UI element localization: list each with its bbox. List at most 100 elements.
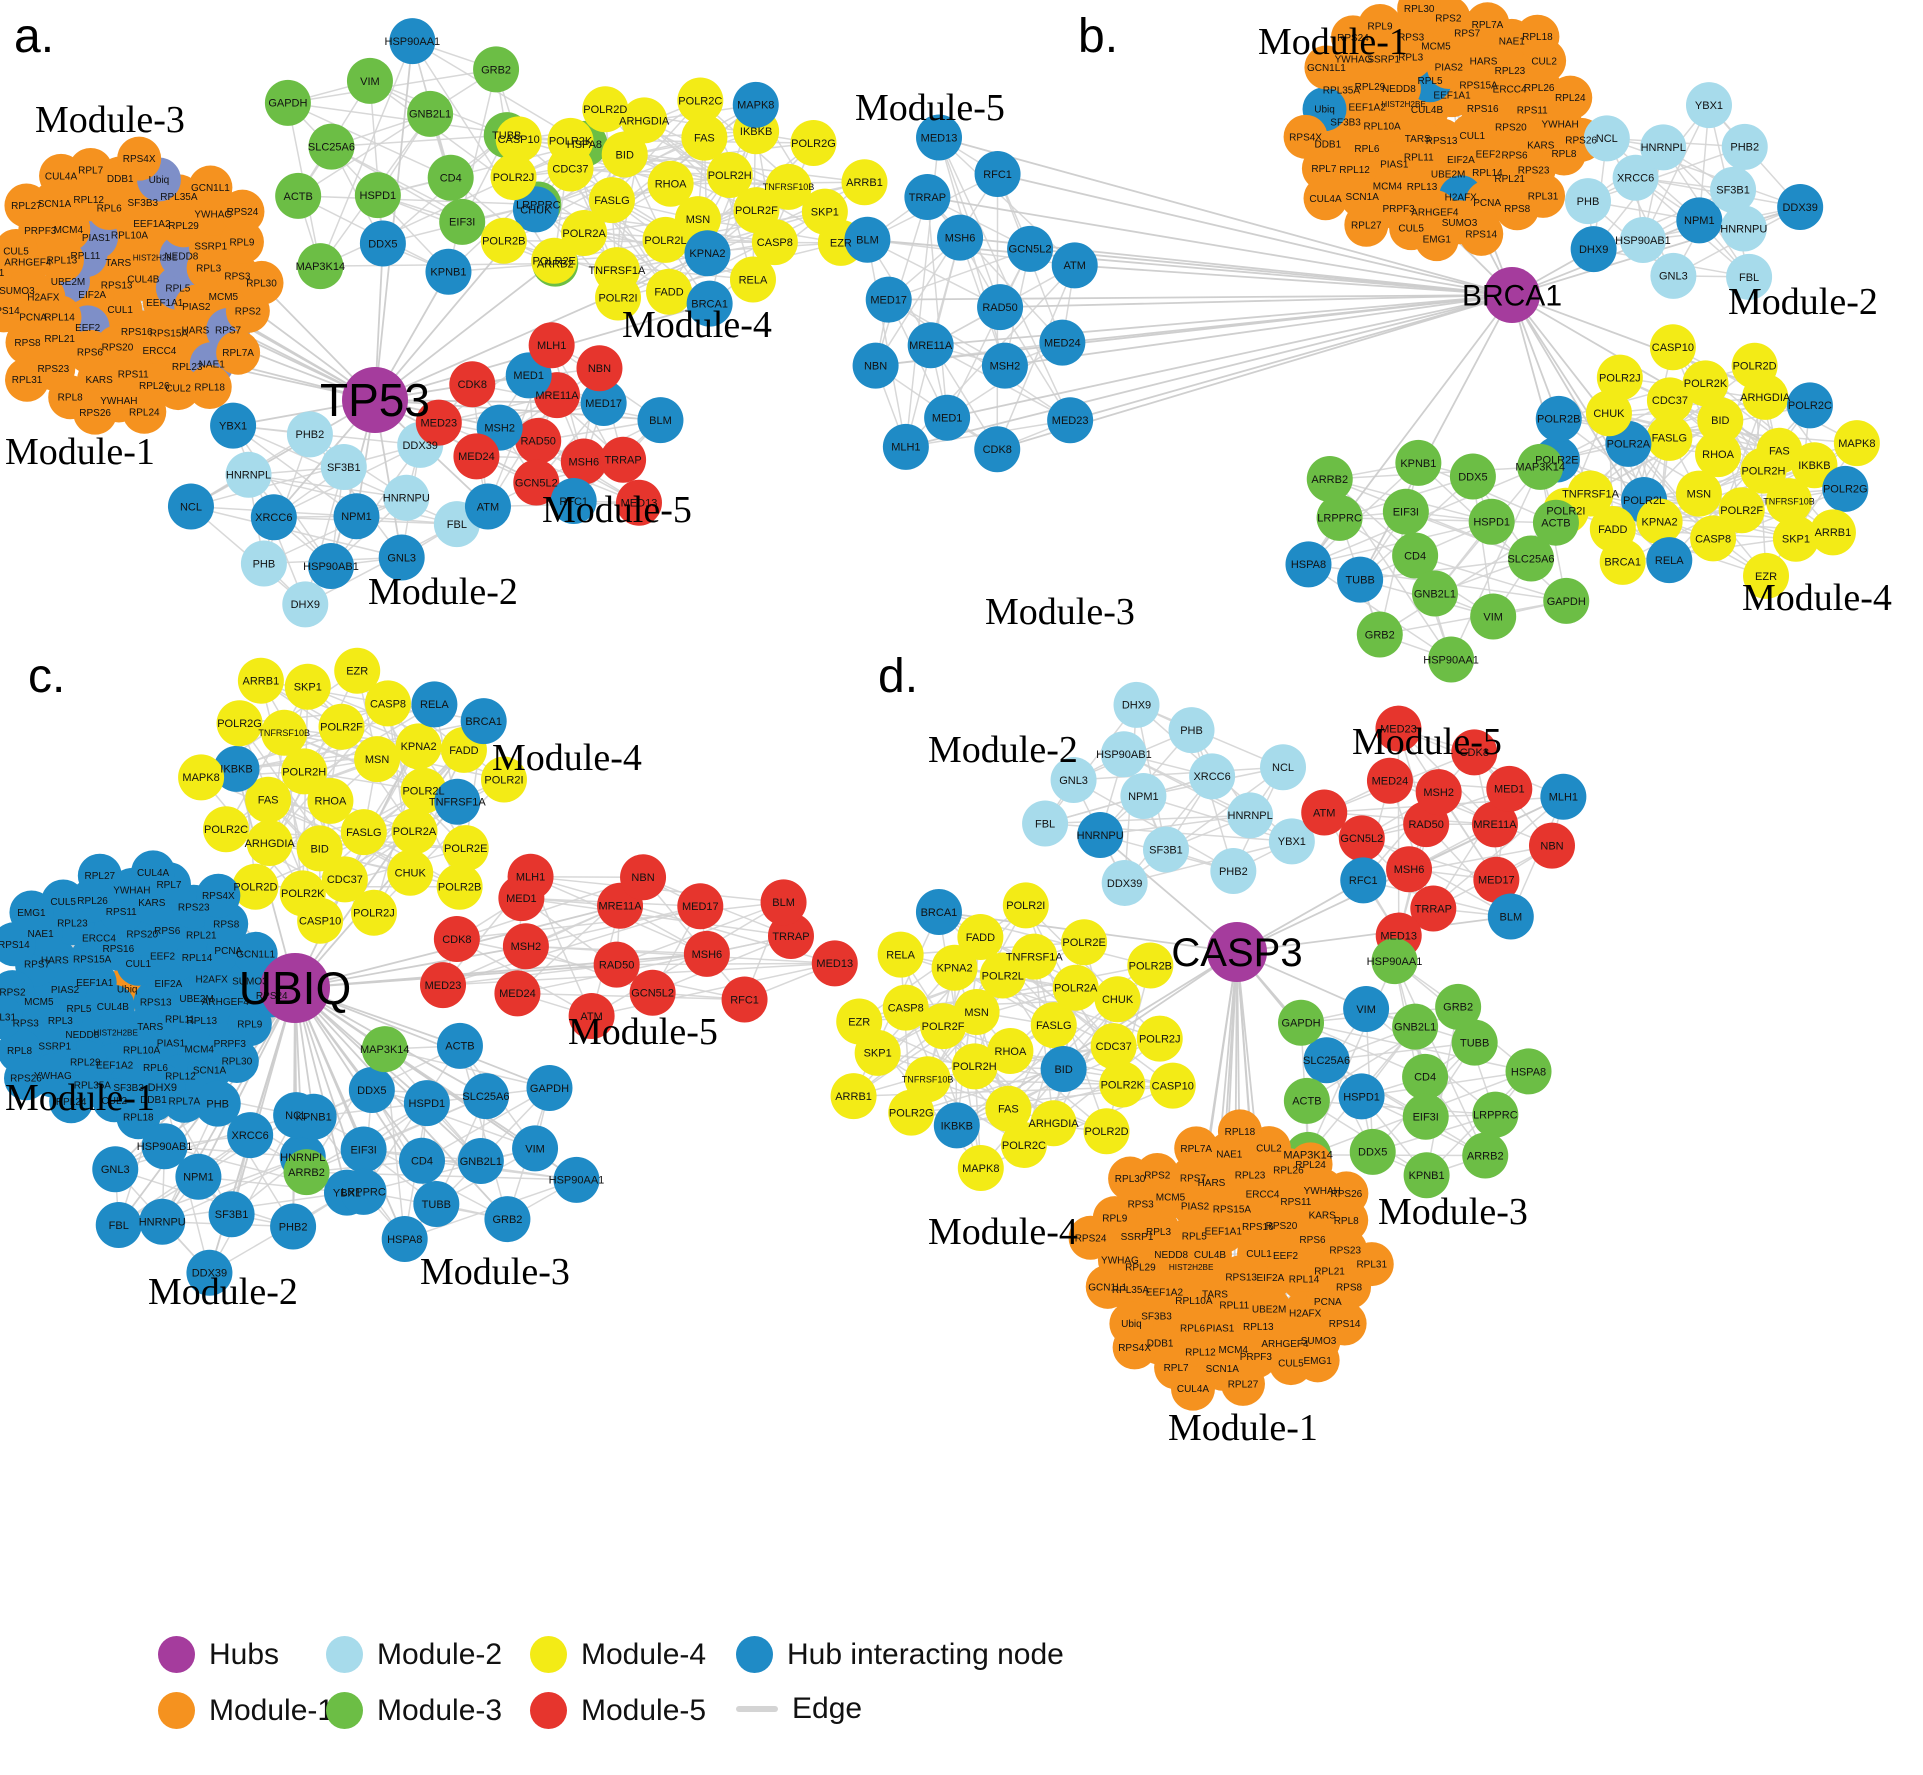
node-EIF3I[interactable] bbox=[439, 198, 486, 245]
node-XRCC6[interactable] bbox=[227, 1112, 274, 1159]
node-MSH2[interactable] bbox=[1415, 769, 1462, 816]
node-RPS24[interactable] bbox=[1068, 1215, 1113, 1260]
node-MAP3K14[interactable] bbox=[361, 1026, 408, 1073]
node-HNRNPU[interactable] bbox=[1077, 812, 1124, 859]
node-POLR2J[interactable] bbox=[490, 154, 537, 201]
node-IKBKB[interactable] bbox=[213, 745, 260, 792]
node-POLR2E[interactable] bbox=[1061, 919, 1108, 966]
node-BRCA1[interactable] bbox=[686, 280, 733, 327]
node-NBN[interactable] bbox=[852, 342, 899, 389]
node-FASLG[interactable] bbox=[1646, 414, 1693, 461]
node-RPS26[interactable] bbox=[73, 390, 118, 435]
node-RPS4X[interactable] bbox=[1283, 114, 1328, 159]
node-SLC25A6[interactable] bbox=[308, 123, 355, 170]
node-MSH6[interactable] bbox=[1386, 846, 1433, 893]
node-SF3B1[interactable] bbox=[320, 444, 367, 491]
node-RHOA[interactable] bbox=[307, 777, 354, 824]
node-PHB[interactable] bbox=[194, 1080, 241, 1127]
node-RPS8[interactable] bbox=[5, 320, 50, 365]
node-RPL18[interactable] bbox=[1515, 14, 1560, 59]
node-CASP10[interactable] bbox=[1149, 1062, 1196, 1109]
node-EMG1[interactable] bbox=[0, 250, 13, 294]
node-VIM[interactable] bbox=[512, 1125, 559, 1172]
node-GCN1L1[interactable] bbox=[1304, 45, 1349, 90]
node-FBL[interactable] bbox=[1726, 253, 1773, 300]
node-HSP90AB1[interactable] bbox=[1619, 216, 1666, 263]
node-HSP90AA1[interactable] bbox=[389, 18, 436, 65]
node-VIM[interactable] bbox=[346, 57, 393, 104]
node-CDK8[interactable] bbox=[1451, 729, 1498, 776]
node-ATM[interactable] bbox=[464, 483, 511, 530]
node-RPL27[interactable] bbox=[4, 183, 49, 228]
node-PHB[interactable] bbox=[240, 540, 287, 587]
node-MRE11A[interactable] bbox=[907, 322, 954, 369]
node-CUL4A[interactable] bbox=[1170, 1366, 1215, 1411]
node-POLR2D[interactable] bbox=[232, 863, 279, 910]
node-HSPA8[interactable] bbox=[1505, 1048, 1552, 1095]
node-HSPA8[interactable] bbox=[1285, 541, 1332, 588]
node-HNRNPU[interactable] bbox=[383, 474, 430, 521]
node-POLR2I[interactable] bbox=[480, 756, 527, 803]
node-RELA[interactable] bbox=[729, 256, 776, 303]
node-BID[interactable] bbox=[296, 825, 343, 872]
node-MED13[interactable] bbox=[916, 114, 963, 161]
node-BID[interactable] bbox=[1697, 397, 1744, 444]
node-POLR2C[interactable] bbox=[203, 806, 250, 853]
node-FASLG[interactable] bbox=[1030, 1002, 1077, 1049]
node-HSP90AB1[interactable] bbox=[1100, 731, 1147, 778]
hub-UBIQ[interactable] bbox=[260, 953, 330, 1023]
node-MLH1[interactable] bbox=[507, 853, 554, 900]
node-GRB2[interactable] bbox=[484, 1196, 531, 1243]
node-CDK8[interactable] bbox=[449, 361, 496, 408]
node-RPL7A[interactable] bbox=[216, 330, 261, 375]
node-RPL27[interactable] bbox=[1220, 1361, 1265, 1406]
node-MLH1[interactable] bbox=[1540, 773, 1587, 820]
node-PHB2[interactable] bbox=[286, 411, 333, 458]
node-RAD50[interactable] bbox=[515, 417, 562, 464]
node-POLR2C[interactable] bbox=[677, 77, 724, 124]
node-HSPA8[interactable] bbox=[381, 1216, 428, 1263]
node-GAPDH[interactable] bbox=[1543, 577, 1590, 624]
node-RPL27[interactable] bbox=[77, 853, 122, 898]
node-RPS24[interactable] bbox=[1330, 15, 1375, 60]
node-LRPPRC[interactable] bbox=[340, 1168, 387, 1215]
node-XRCC6[interactable] bbox=[250, 494, 297, 541]
node-EMG1[interactable] bbox=[9, 890, 54, 935]
node-RPS24[interactable] bbox=[220, 189, 265, 234]
node-GRB2[interactable] bbox=[1356, 611, 1403, 658]
node-ARHGDIA[interactable] bbox=[621, 97, 668, 144]
node-POLR2G[interactable] bbox=[216, 700, 263, 747]
node-CHUK[interactable] bbox=[1585, 390, 1632, 437]
node-FAS[interactable] bbox=[1756, 427, 1803, 474]
node-NPM1[interactable] bbox=[1120, 772, 1167, 819]
node-RPL18[interactable] bbox=[1217, 1109, 1262, 1154]
node-FADD[interactable] bbox=[957, 914, 1004, 961]
node-GNL3[interactable] bbox=[1050, 756, 1097, 803]
node-RPL31[interactable] bbox=[1521, 173, 1566, 218]
node-MRE11A[interactable] bbox=[1471, 801, 1518, 848]
node-RPL31[interactable] bbox=[5, 357, 50, 402]
node-BLM[interactable] bbox=[637, 397, 684, 444]
node-XRCC6[interactable] bbox=[1612, 154, 1659, 201]
node-RELA[interactable] bbox=[877, 931, 924, 978]
node-DHX9[interactable] bbox=[1113, 681, 1160, 728]
node-BLM[interactable] bbox=[760, 879, 807, 926]
node-POLR2G[interactable] bbox=[888, 1089, 935, 1136]
node-RPS14[interactable] bbox=[0, 288, 26, 333]
node-ACTB[interactable] bbox=[275, 172, 322, 219]
node-POLR2K[interactable] bbox=[1099, 1061, 1146, 1108]
node-POLR2B[interactable] bbox=[1535, 395, 1582, 442]
node-HSP90AA1[interactable] bbox=[553, 1156, 600, 1203]
hub-BRCA1[interactable] bbox=[1484, 267, 1540, 323]
node-SF3B1[interactable] bbox=[1142, 826, 1189, 873]
node-SLC25A6[interactable] bbox=[462, 1073, 509, 1120]
node-CHUK[interactable] bbox=[387, 849, 434, 896]
node-ARRB2[interactable] bbox=[1462, 1132, 1509, 1179]
node-EZR[interactable] bbox=[1743, 552, 1790, 599]
node-POLR2I[interactable] bbox=[595, 274, 642, 321]
node-KPNB1[interactable] bbox=[1395, 439, 1442, 486]
node-RPL24[interactable] bbox=[49, 1079, 94, 1124]
node-ACTB[interactable] bbox=[1532, 499, 1579, 546]
node-SF3B1[interactable] bbox=[1710, 166, 1757, 213]
node-MED24[interactable] bbox=[1366, 757, 1413, 804]
